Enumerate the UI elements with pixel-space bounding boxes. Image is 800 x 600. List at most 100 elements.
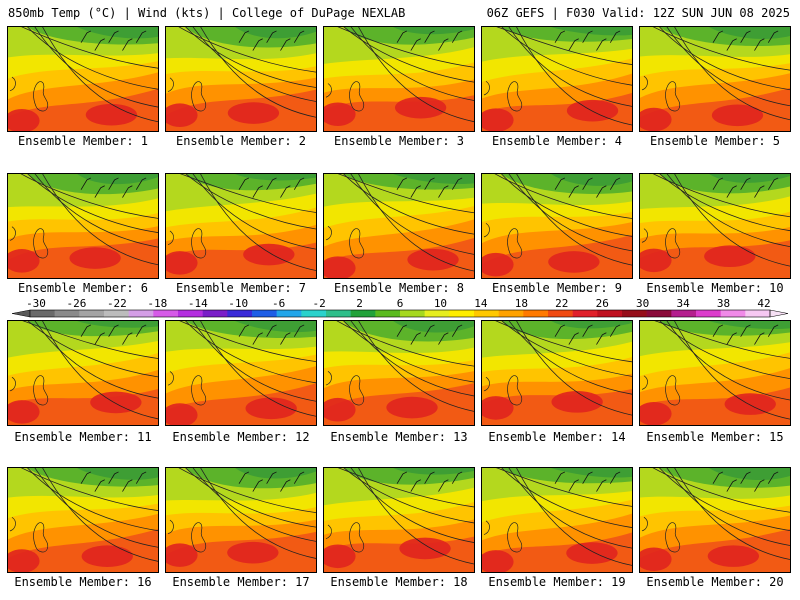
- colorbar-segment: [153, 310, 179, 317]
- colorbar-segment: [252, 310, 277, 317]
- colorbar-tick-label: 14: [474, 297, 488, 310]
- ensemble-member-map: [165, 467, 317, 573]
- ensemble-member-map: [323, 467, 475, 573]
- colorbar-tick-label: 22: [555, 297, 568, 310]
- colorbar-tick-label: 18: [515, 297, 528, 310]
- colorbar-right-arrow: [769, 309, 789, 318]
- colorbar-segment: [54, 310, 80, 317]
- temperature-field-map: [482, 468, 632, 572]
- temperature-field-map: [8, 468, 158, 572]
- colorbar-segment: [424, 310, 450, 317]
- colorbar-tick-label: -6: [272, 297, 285, 310]
- ensemble-member-label: Ensemble Member: 15: [646, 430, 784, 444]
- ensemble-member-label: Ensemble Member: 5: [649, 134, 781, 148]
- colorbar-segment: [30, 310, 55, 317]
- colorbar-segment: [572, 310, 598, 317]
- ensemble-member-label: Ensemble Member: 1: [17, 134, 149, 148]
- ensemble-member-map: [481, 320, 633, 426]
- ensemble-member-map: [7, 320, 159, 426]
- colorbar-tick-label: -2: [312, 297, 325, 310]
- ensemble-member-label: Ensemble Member: 12: [172, 430, 310, 444]
- temperature-field-map: [640, 174, 790, 278]
- ensemble-member-map: [481, 467, 633, 573]
- ensemble-member-map: [323, 26, 475, 132]
- ensemble-member-map: [7, 467, 159, 573]
- ensemble-member-map: [639, 26, 791, 132]
- colorbar-tick-label: 6: [397, 297, 404, 310]
- temperature-field-map: [324, 27, 474, 131]
- ensemble-member-map: [165, 26, 317, 132]
- colorbar-segment: [474, 310, 499, 317]
- colorbar-segment: [622, 310, 647, 317]
- ensemble-member-label: Ensemble Member: 11: [14, 430, 152, 444]
- colorbar-segment: [178, 310, 203, 317]
- colorbar-segment: [326, 310, 351, 317]
- colorbar-segment: [449, 310, 475, 317]
- colorbar-segment: [523, 310, 549, 317]
- colorbar-segment: [498, 310, 524, 317]
- temperature-field-map: [8, 321, 158, 425]
- temperature-field-map: [166, 174, 316, 278]
- temperature-field-map: [166, 27, 316, 131]
- colorbar-left-arrow: [11, 309, 31, 318]
- colorbar-tick-label: -30: [26, 297, 46, 310]
- colorbar-segment: [104, 310, 129, 317]
- colorbar-segment: [597, 310, 623, 317]
- ensemble-member-label: Ensemble Member: 17: [172, 575, 310, 589]
- colorbar-segment: [696, 310, 721, 317]
- colorbar-tick-label: 38: [717, 297, 730, 310]
- ensemble-member-label: Ensemble Member: 3: [333, 134, 465, 148]
- colorbar-segment: [400, 310, 425, 317]
- ensemble-member-map: [481, 173, 633, 279]
- ensemble-member-map: [165, 173, 317, 279]
- colorbar-segment: [227, 310, 253, 317]
- colorbar-segment: [671, 310, 697, 317]
- ensemble-member-label: Ensemble Member: 7: [175, 281, 307, 295]
- colorbar-tick-label: -22: [107, 297, 127, 310]
- model-run-info: 06Z GEFS | F030 Valid: 12Z SUN JUN 08 20…: [486, 6, 790, 20]
- ensemble-member-label: Ensemble Member: 16: [14, 575, 152, 589]
- colorbar-segment: [720, 310, 746, 317]
- colorbar-tick-label: -14: [188, 297, 208, 310]
- colorbar-tick-label: -10: [228, 297, 248, 310]
- ensemble-member-label: Ensemble Member: 10: [646, 281, 784, 295]
- temperature-field-map: [640, 27, 790, 131]
- colorbar-tick-label: 30: [636, 297, 649, 310]
- colorbar-segment: [128, 310, 154, 317]
- colorbar-segment: [301, 310, 327, 317]
- temperature-field-map: [324, 321, 474, 425]
- ensemble-member-map: [7, 26, 159, 132]
- ensemble-member-map: [323, 320, 475, 426]
- map-title: 850mb Temp (°C) | Wind (kts) | College o…: [8, 6, 406, 20]
- temperature-field-map: [482, 27, 632, 131]
- colorbar-tick-label: -26: [67, 297, 87, 310]
- ensemble-member-label: Ensemble Member: 18: [330, 575, 468, 589]
- temperature-field-map: [640, 468, 790, 572]
- colorbar-segment: [745, 310, 771, 317]
- temperature-field-map: [166, 321, 316, 425]
- ensemble-member-label: Ensemble Member: 13: [330, 430, 468, 444]
- colorbar-segment: [276, 310, 302, 317]
- ensemble-member-label: Ensemble Member: 8: [333, 281, 465, 295]
- colorbar-tick-label: 42: [757, 297, 770, 310]
- temperature-field-map: [324, 174, 474, 278]
- colorbar-segment: [202, 310, 228, 317]
- ensemble-member-map: [639, 320, 791, 426]
- colorbar-segment: [375, 310, 401, 317]
- ensemble-member-map: [7, 173, 159, 279]
- temperature-colorbar: -30 -26 -22 -18 -14 -10 -6 -2 2 6 10 14 18 22 26 30 34 38…: [11, 297, 789, 318]
- colorbar-segment: [79, 310, 105, 317]
- colorbar-tick-label: -18: [147, 297, 167, 310]
- ensemble-member-map: [323, 173, 475, 279]
- colorbar-tick-label: 10: [434, 297, 447, 310]
- temperature-field-map: [166, 468, 316, 572]
- ensemble-member-map: [165, 320, 317, 426]
- ensemble-member-map: [481, 26, 633, 132]
- ensemble-member-label: Ensemble Member: 4: [491, 134, 623, 148]
- colorbar-segment: [548, 310, 573, 317]
- ensemble-member-label: Ensemble Member: 2: [175, 134, 307, 148]
- ensemble-member-label: Ensemble Member: 6: [17, 281, 149, 295]
- colorbar-segment: [646, 310, 672, 317]
- ensemble-member-map: [639, 467, 791, 573]
- temperature-field-map: [482, 174, 632, 278]
